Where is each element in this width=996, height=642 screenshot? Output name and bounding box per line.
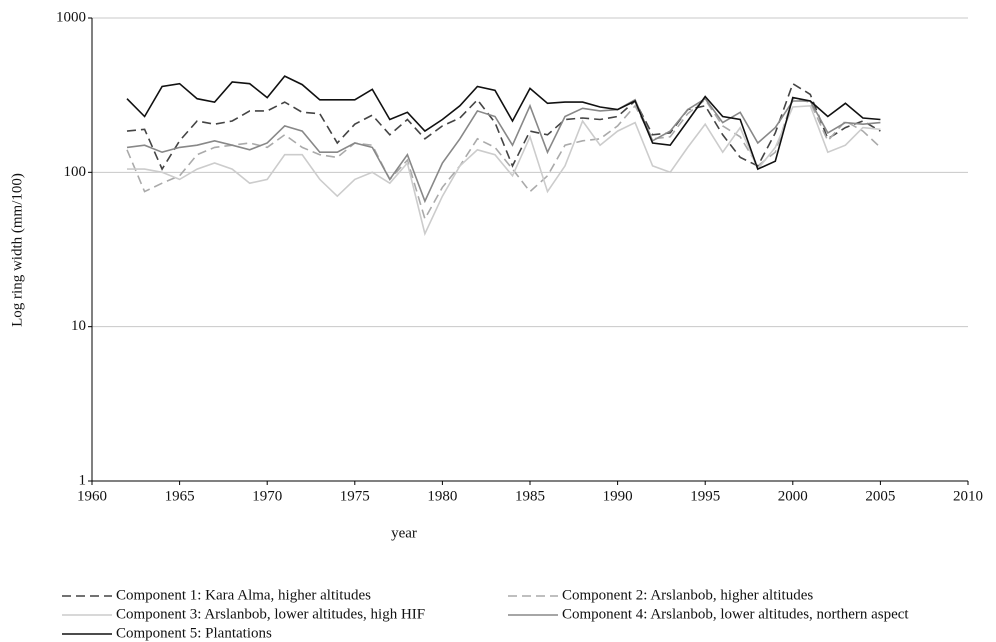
series-line — [126, 97, 881, 204]
x-tick-label: 1965 — [165, 488, 195, 504]
y-tick-label: 1 — [79, 472, 87, 488]
series-line — [126, 82, 881, 171]
legend-label: Component 2: Arslanbob, higher altitudes — [562, 587, 813, 603]
x-tick-label: 1985 — [515, 488, 545, 504]
x-tick-label: 1980 — [427, 488, 457, 504]
x-axis-label: year — [391, 525, 417, 541]
legend-label: Component 4: Arslanbob, lower altitudes,… — [562, 606, 909, 622]
legend-label: Component 3: Arslanbob, lower altitudes,… — [116, 606, 425, 622]
series-line — [126, 97, 881, 221]
x-tick-label: 2005 — [865, 488, 895, 504]
y-tick-label: 1000 — [56, 9, 86, 25]
x-tick-label: 1975 — [340, 488, 370, 504]
y-tick-label: 10 — [71, 318, 86, 334]
x-tick-label: 1970 — [252, 488, 282, 504]
legend-label: Component 5: Plantations — [116, 625, 272, 641]
series-line — [127, 104, 881, 237]
y-tick-label: 100 — [64, 164, 87, 180]
legend-label: Component 1: Kara Alma, higher altitudes — [116, 587, 371, 603]
x-tick-label: 1960 — [77, 488, 107, 504]
x-tick-label: 1990 — [603, 488, 633, 504]
x-tick-label: 2010 — [953, 488, 983, 504]
y-axis-label: Log ring width (mm/100) — [9, 173, 25, 327]
x-tick-label: 2000 — [778, 488, 808, 504]
x-tick-label: 1995 — [690, 488, 720, 504]
series-line — [126, 75, 881, 171]
